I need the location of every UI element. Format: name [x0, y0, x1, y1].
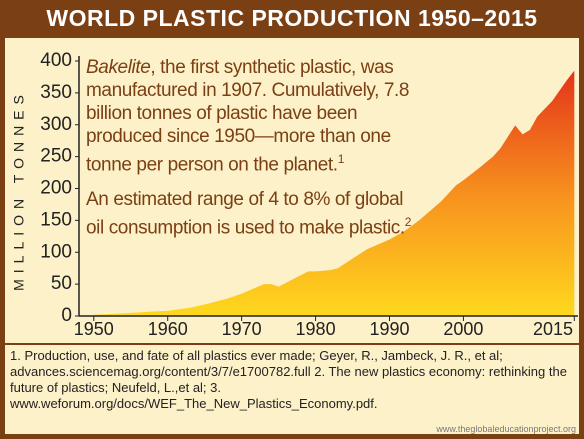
annotation: An estimated range of 4 to 8% of global …: [86, 188, 416, 239]
annotation: Bakelite, the first synthetic plastic, w…: [86, 56, 416, 176]
y-tick-label: 150: [40, 209, 72, 230]
x-tick-label: 2015: [533, 319, 573, 339]
annotation-italic: Bakelite: [86, 57, 151, 78]
y-tick-label: 50: [51, 273, 72, 294]
y-tick-label: 300: [40, 114, 72, 135]
area: [93, 70, 575, 316]
y-tick-label: 0: [61, 305, 72, 326]
annotation-text: An estimated range of 4 to 8% of global …: [86, 189, 405, 239]
x-tick-label: 1970: [222, 319, 262, 339]
y-tick-label: 100: [40, 241, 72, 262]
x-tick-label: 1960: [148, 319, 188, 339]
footnote-ref: 2: [404, 215, 412, 229]
chart-title: WORLD PLASTIC PRODUCTION 1950–2015: [46, 5, 537, 31]
footnote: 1. Production, use, and fate of all plas…: [10, 348, 567, 411]
y-tick-label: 350: [40, 82, 72, 103]
y-tick-label: 200: [40, 178, 72, 199]
x-tick-label: 1980: [296, 319, 336, 339]
x-tick-label: 2000: [443, 319, 483, 339]
y-tick-label: 400: [40, 50, 72, 71]
x-tick-label: 1950: [74, 319, 114, 339]
source: www.theglobaleducationproject.org: [436, 424, 576, 434]
footnote-ref: 1: [337, 152, 345, 166]
y-axis-label: MILLION TONNES: [11, 89, 27, 291]
annotation-text: , the first synthetic plastic, was manuf…: [86, 57, 410, 176]
x-tick-label: 1990: [369, 319, 409, 339]
y-tick-label: 250: [40, 146, 72, 167]
